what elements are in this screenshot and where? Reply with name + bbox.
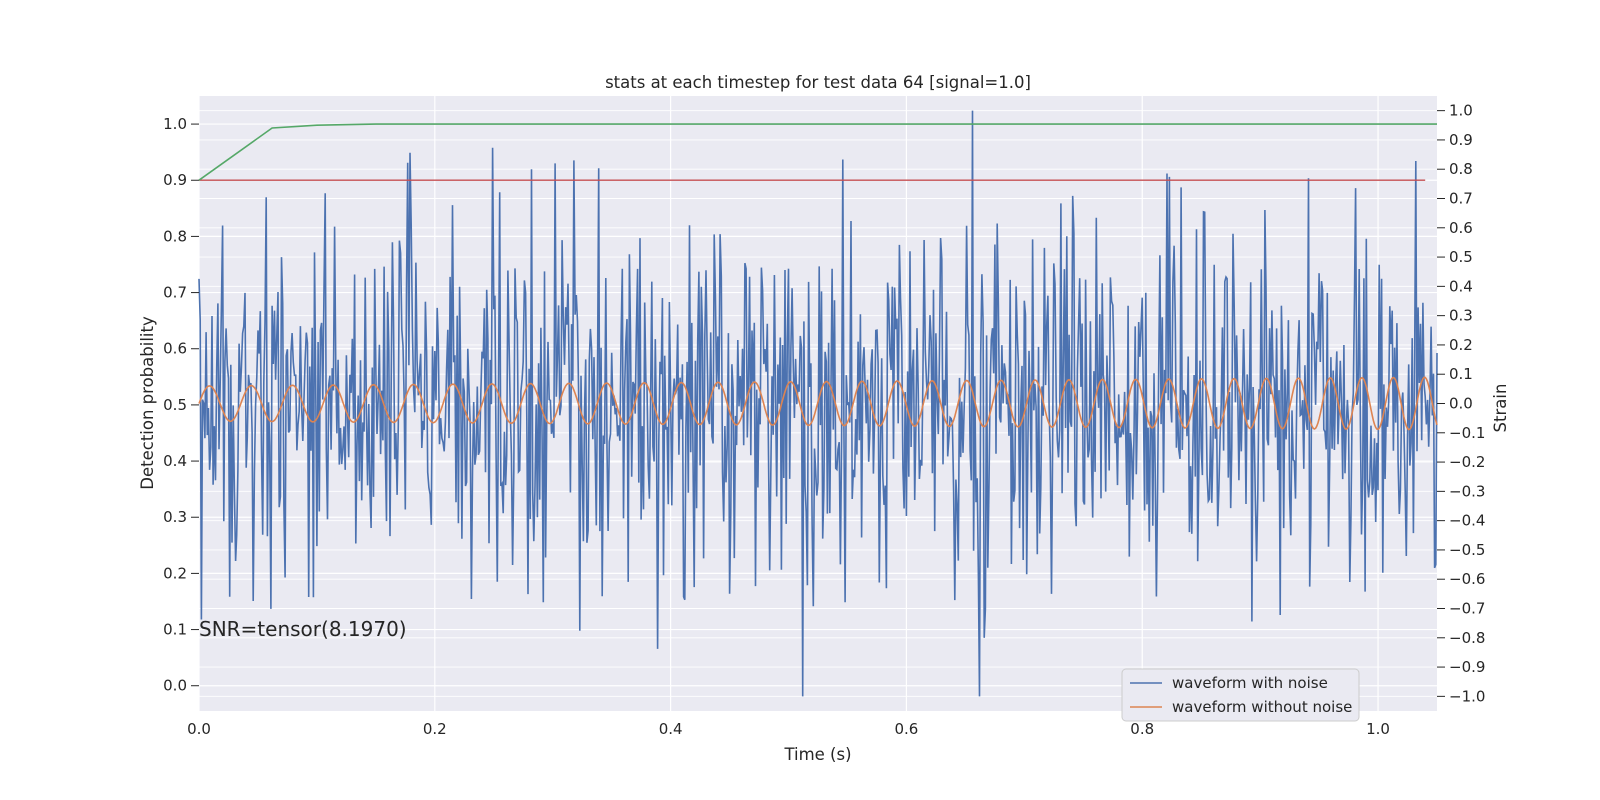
y2-tick-label: 0.0 — [1449, 395, 1473, 413]
y-tick-label: 0.5 — [163, 396, 187, 414]
y-tick-label: 0.4 — [163, 452, 187, 470]
snr-annotation: SNR=tensor(8.1970) — [199, 617, 407, 641]
y2-tick-label: 0.3 — [1449, 307, 1473, 325]
y2-tick-label: −0.1 — [1449, 424, 1485, 442]
y-tick-label: 1.0 — [163, 115, 187, 133]
legend-label-with-noise: waveform with noise — [1172, 674, 1328, 692]
y2-tick-label: 0.7 — [1449, 190, 1473, 208]
y2-tick-label: 0.2 — [1449, 336, 1473, 354]
y-tick-label: 0.0 — [163, 677, 187, 695]
y-tick-label: 0.8 — [163, 227, 187, 245]
series-layer — [198, 110, 1438, 697]
x-tick-label: 0.8 — [1130, 720, 1154, 738]
series-waveform-with-noise — [198, 110, 1438, 697]
y2-tick-label: −0.8 — [1449, 629, 1485, 647]
y2-tick-label: −0.9 — [1449, 658, 1485, 676]
legend-box — [1121, 668, 1360, 722]
y2-tick-label: 0.4 — [1449, 277, 1473, 295]
legend: waveform with noise waveform without noi… — [1121, 668, 1360, 722]
y-axis-label: Detection probability — [138, 316, 157, 490]
y2-tick-label: −0.4 — [1449, 512, 1485, 530]
y-tick-label: 0.9 — [163, 171, 187, 189]
x-tick-label: 0.6 — [894, 720, 918, 738]
y2-tick-label: −1.0 — [1449, 687, 1485, 705]
x-tick-label: 0.0 — [187, 720, 211, 738]
y2-tick-label: 0.8 — [1449, 160, 1473, 178]
y2-tick-label: 0.1 — [1449, 365, 1473, 383]
x-axis-label: Time (s) — [783, 745, 851, 764]
y2-axis-label: Strain — [1491, 384, 1510, 433]
y2-tick-label: 0.5 — [1449, 248, 1473, 266]
y-tick-label: 0.7 — [163, 284, 187, 302]
x-tick-label: 1.0 — [1366, 720, 1390, 738]
y-tick-label: 0.3 — [163, 508, 187, 526]
y-tick-label: 0.6 — [163, 340, 187, 358]
x-axis: 0.0 0.2 0.4 0.6 0.8 1.0 — [187, 720, 1390, 738]
y2-tick-label: −0.6 — [1449, 570, 1485, 588]
y-tick-label: 0.2 — [163, 564, 187, 582]
y2-tick-label: −0.5 — [1449, 541, 1485, 559]
y2-tick-label: 0.9 — [1449, 131, 1473, 149]
y2-tick-label: −0.2 — [1449, 453, 1485, 471]
y2-tick-label: 1.0 — [1449, 102, 1473, 120]
y-tick-label: 0.1 — [163, 621, 187, 639]
y2-tick-label: −0.3 — [1449, 482, 1485, 500]
y2-tick-label: −0.7 — [1449, 600, 1485, 618]
y2-tick-label: 0.6 — [1449, 219, 1473, 237]
x-tick-label: 0.2 — [423, 720, 447, 738]
series-detection-probability — [198, 123, 1437, 181]
series-waveform-without-noise — [198, 376, 1438, 431]
legend-label-without-noise: waveform without noise — [1172, 698, 1352, 716]
left-axis: 0.0 0.1 0.2 0.3 0.4 0.5 0.6 0.7 0.8 0.9 1.0 — [163, 115, 199, 695]
x-tick-label: 0.4 — [659, 720, 683, 738]
right-axis: −1.0 −0.9 −0.8 −0.7 −0.6 −0.5 −0.4 −0.3 −0.2 −0.1… — [1437, 102, 1485, 705]
chart-title: stats at each timestep for test data 64 … — [605, 73, 1031, 92]
